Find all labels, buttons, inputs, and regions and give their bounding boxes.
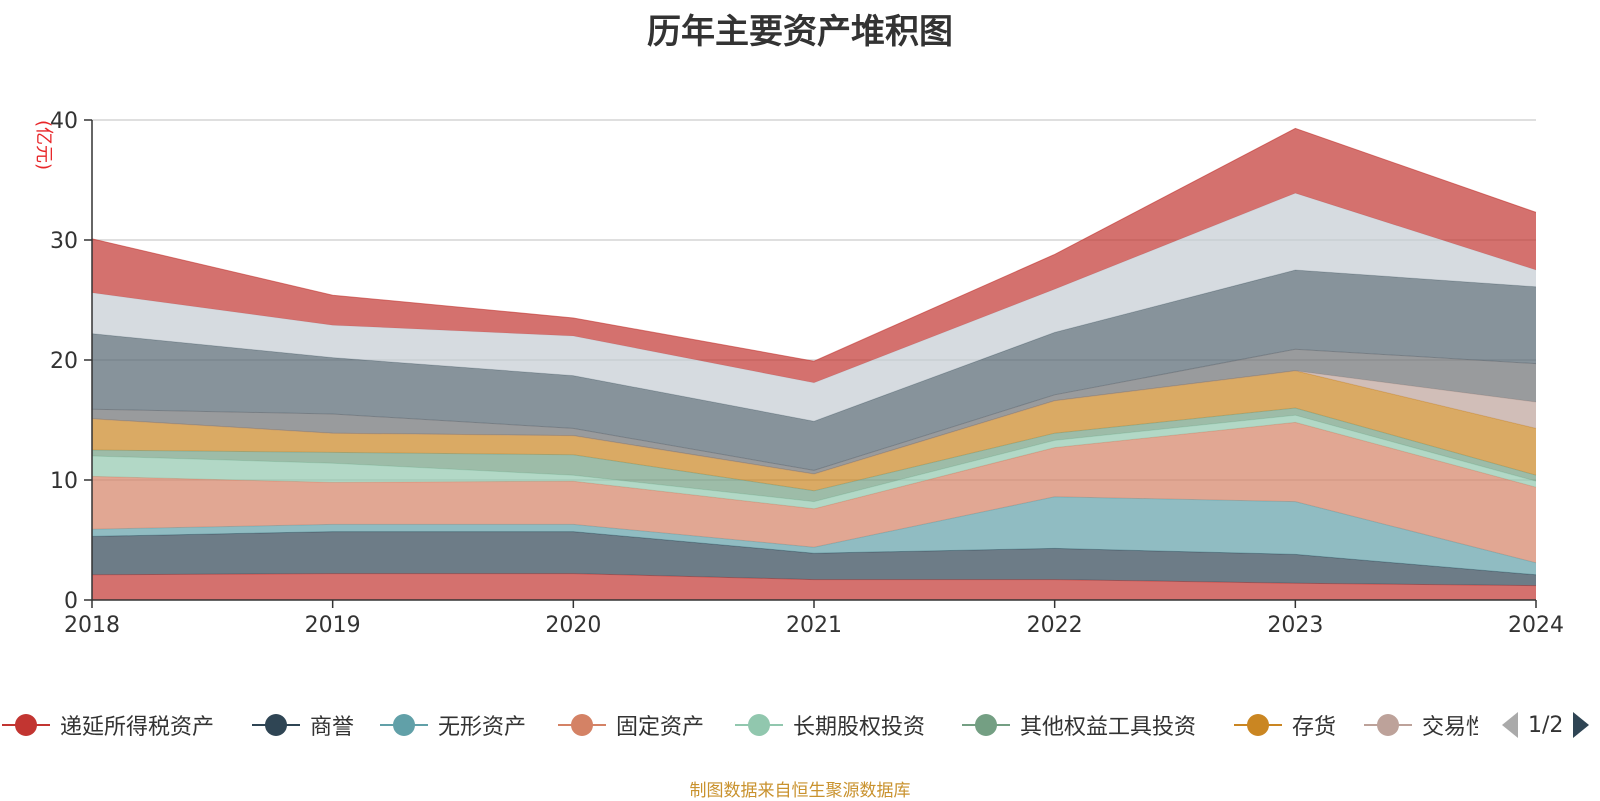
series-area-1[interactable] [92, 573, 1536, 600]
series-area-4[interactable] [92, 422, 1536, 563]
series-area-12[interactable] [92, 128, 1536, 383]
legend-item[interactable]: 递延所得税资产 [0, 705, 214, 745]
x-tick-label: 2022 [1027, 613, 1083, 638]
y-tick-label: 40 [50, 109, 78, 134]
y-tick-label: 0 [64, 589, 78, 614]
legend-label: 交易性金融资产 [1422, 715, 1478, 740]
legend-marker-icon [1364, 714, 1412, 736]
legend-label: 递延所得税资产 [60, 715, 215, 740]
legend-pager: 1/2 [1500, 705, 1591, 745]
legend-marker-icon [735, 714, 783, 736]
legend-marker-icon [2, 714, 50, 736]
series-line-12 [91, 127, 1537, 362]
y-axis-unit-label: (亿元) [33, 120, 54, 170]
legend-marker-icon [1234, 714, 1282, 736]
series-area-9[interactable] [92, 349, 1536, 474]
legend-item[interactable]: 商誉 [250, 705, 354, 745]
x-tick-label: 2020 [545, 613, 601, 638]
series-area-11[interactable] [92, 193, 1536, 422]
x-tick-label: 2023 [1267, 613, 1323, 638]
legend-marker-icon [252, 714, 300, 736]
legend-item[interactable]: 其他权益工具投资 [960, 705, 1196, 745]
x-tick-label: 2021 [786, 613, 842, 638]
legend-label: 商誉 [310, 715, 355, 740]
arrow-left-icon[interactable] [1500, 710, 1520, 740]
legend-marker-icon [962, 714, 1010, 736]
legend-item[interactable]: 长期股权投资 [733, 705, 925, 745]
legend-items: 递延所得税资产 商誉 无形资产 固定资产 长期股权投资 其他权益工具投资 存货 交易性金融资产 [0, 705, 1478, 745]
legend-marker-icon [558, 714, 606, 736]
legend-label: 其他权益工具投资 [1020, 715, 1197, 740]
x-tick-label: 2018 [64, 613, 120, 638]
legend-page-indicator: 1/2 [1528, 712, 1564, 738]
legend-item[interactable]: 交易性金融资产 [1362, 705, 1478, 745]
legend-item[interactable]: 固定资产 [556, 705, 704, 745]
legend-marker-icon [380, 714, 428, 736]
series-area-3[interactable] [92, 496, 1536, 575]
legend-label: 长期股权投资 [793, 715, 926, 740]
arrow-right-icon[interactable] [1571, 710, 1591, 740]
series-area-10[interactable] [92, 270, 1536, 471]
legend-item[interactable]: 存货 [1232, 705, 1336, 745]
x-tick-label: 2019 [305, 613, 361, 638]
legend-label: 存货 [1292, 715, 1337, 740]
area-layer [91, 127, 1537, 600]
legend-item[interactable]: 无形资产 [378, 705, 526, 745]
series-area-2[interactable] [92, 531, 1536, 586]
legend: 递延所得税资产 商誉 无形资产 固定资产 长期股权投资 其他权益工具投资 存货 交易性金融资产… [0, 705, 1600, 745]
y-tick-label: 10 [50, 469, 78, 494]
series-area-7[interactable] [92, 370, 1536, 491]
chart-title: 历年主要资产堆积图 [647, 12, 953, 52]
y-tick-label: 30 [50, 229, 78, 254]
x-tick-label: 2024 [1508, 613, 1564, 638]
source-note: 制图数据来自恒生聚源数据库 [689, 781, 911, 801]
axis-layer: 0 10 20 30 40 2018 2019 2020 2021 2022 2023 2024 [50, 109, 1564, 638]
y-tick-label: 20 [50, 349, 78, 374]
series-area-6[interactable] [92, 408, 1536, 502]
legend-label: 固定资产 [616, 715, 705, 740]
legend-label: 无形资产 [438, 715, 527, 740]
